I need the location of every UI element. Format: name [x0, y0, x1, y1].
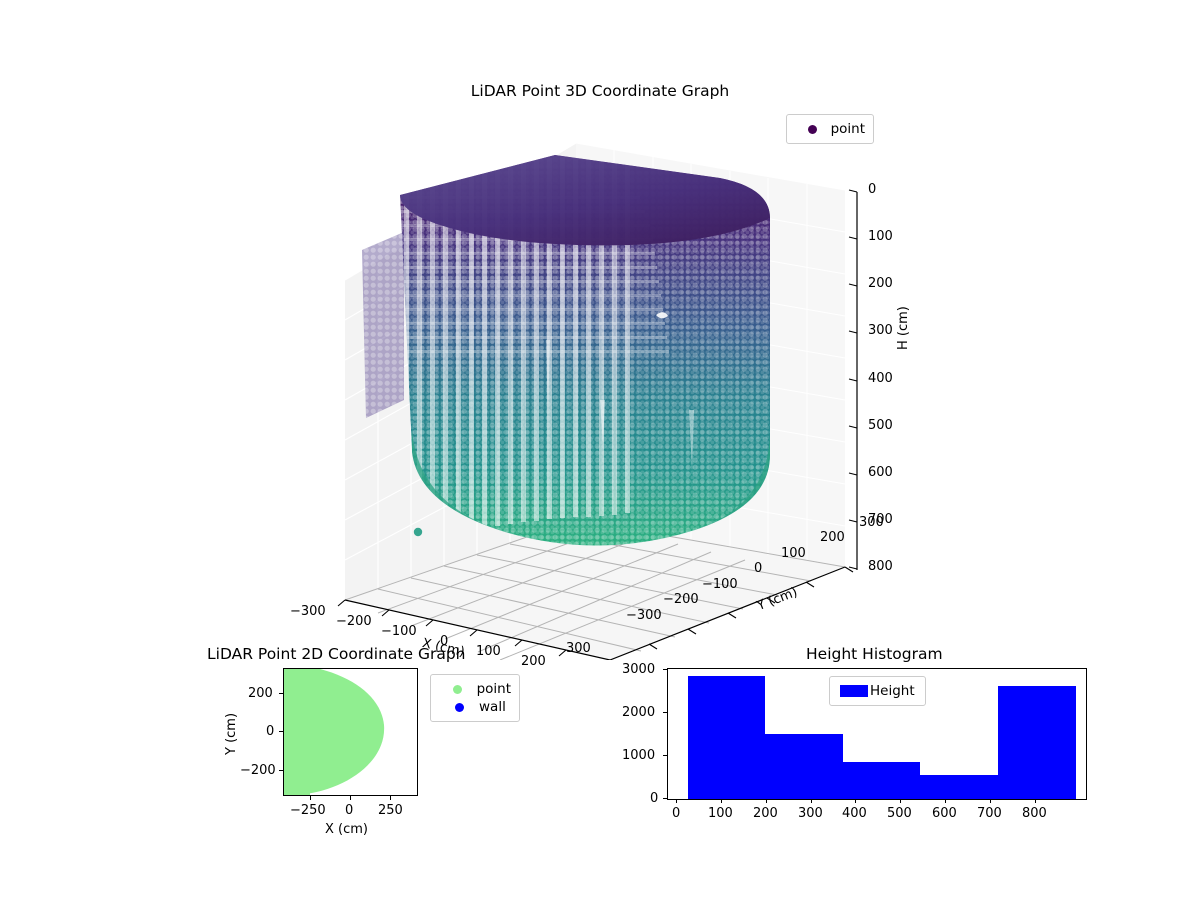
plot3d-ztick-label: 0	[868, 182, 877, 197]
tick	[279, 693, 283, 694]
plot3d-floor-grid	[344, 519, 846, 660]
histogram-bar	[765, 734, 843, 799]
legend-entry-point: point	[795, 120, 865, 138]
plot2d-axes	[283, 668, 418, 796]
histogram-xtick-label: 500	[887, 806, 912, 821]
plot2d-xtick-label: 0	[345, 803, 354, 818]
histogram-bar	[920, 774, 998, 799]
tick	[663, 755, 667, 756]
plot3d-ztick-label: 500	[868, 418, 893, 433]
plot3d-ytick-label: −100	[702, 577, 738, 592]
plot2d-ytick-label: 200	[248, 686, 273, 701]
histogram-ytick-label: 2000	[622, 705, 656, 720]
histogram-legend[interactable]: Height	[829, 676, 926, 706]
plot3d-ytick-label: −200	[663, 592, 699, 607]
tick	[663, 669, 667, 670]
plot3d-ztick-label: 100	[868, 229, 893, 244]
tick	[811, 799, 812, 803]
plot2d-yaxis-label: Y (cm)	[224, 712, 239, 755]
plot2d-xtick-label: −250	[290, 803, 326, 818]
plot3d-ytick-label: 0	[754, 561, 763, 576]
plot3d-xtick-label: −100	[381, 624, 417, 639]
plot3d-ytick-label: 300	[859, 515, 884, 530]
point-marker-icon	[795, 124, 831, 134]
plot2d-xtick-label: 250	[378, 803, 403, 818]
plot3d-ztick-label: 800	[868, 559, 893, 574]
histogram-xtick-label: 0	[672, 806, 681, 821]
histogram-xtick-label: 600	[932, 806, 957, 821]
plot3d-xtick-label: −300	[290, 604, 326, 619]
plot3d-xtick-label: −200	[336, 614, 372, 629]
plot3d-legend[interactable]: point	[786, 114, 874, 144]
plot2d-xaxis-label: X (cm)	[325, 822, 368, 837]
tick	[855, 799, 856, 803]
tick	[663, 712, 667, 713]
histogram-xtick-label: 800	[1022, 806, 1047, 821]
point-marker-icon	[439, 684, 477, 694]
plot3d-zaxis-label: H (cm)	[896, 306, 911, 350]
plot2d-ytick-label: −200	[240, 763, 276, 778]
plot3d-ticks	[337, 189, 858, 660]
plot3d-ztick-label: 700	[868, 512, 893, 527]
plot3d-ztick-label: 600	[868, 465, 893, 480]
histogram-ytick-label: 3000	[622, 662, 656, 677]
histogram-bar	[843, 761, 920, 799]
legend-label: wall	[479, 699, 506, 715]
histogram-xtick-label: 300	[798, 806, 823, 821]
tick	[310, 796, 311, 800]
histogram-ytick-label: 0	[650, 791, 659, 806]
tick	[279, 731, 283, 732]
tick	[676, 799, 677, 803]
plot2d-points-point	[284, 669, 385, 795]
plot3d-xtick-label: 100	[476, 644, 501, 659]
plot2d-canvas	[284, 669, 385, 795]
plot3d-ytick-label: 200	[820, 530, 845, 545]
tick	[766, 799, 767, 803]
tick	[945, 799, 946, 803]
tick	[663, 798, 667, 799]
wall-marker-icon	[439, 702, 479, 712]
plot3d-ztick-label: 400	[868, 371, 893, 386]
histogram-title: Height Histogram	[806, 645, 943, 663]
legend-label: point	[476, 681, 511, 697]
tick	[721, 799, 722, 803]
legend-label: Height	[870, 683, 915, 699]
plot3d-canvas	[337, 142, 858, 660]
height-swatch-icon	[838, 685, 870, 697]
histogram-xtick-label: 700	[977, 806, 1002, 821]
legend-label: point	[830, 121, 865, 137]
plot3d-ztick-label: 300	[868, 323, 893, 338]
histogram-ytick-label: 1000	[622, 748, 656, 763]
plot3d-xtick-label: 0	[440, 634, 449, 649]
tick	[990, 799, 991, 803]
histogram-xtick-label: 100	[708, 806, 733, 821]
histogram-bar	[688, 676, 765, 799]
tick	[900, 799, 901, 803]
plot2d-legend[interactable]: point wall	[430, 674, 520, 722]
plot3d-xtick-label: 300	[566, 641, 591, 656]
tick	[350, 796, 351, 800]
plot2d-ytick-label: 0	[266, 724, 275, 739]
legend-entry-point: point	[439, 680, 511, 698]
plot3d-xtick-label: 200	[521, 654, 546, 669]
histogram-bar	[998, 686, 1076, 799]
plot3d-title: LiDAR Point 3D Coordinate Graph	[470, 82, 730, 100]
tick	[279, 770, 283, 771]
plot3d-axes: −300 −200 −100 0 100 200 300 −300 −200 −…	[290, 100, 920, 669]
plot3d-pointcloud-point	[362, 155, 770, 546]
plot3d-ytick-label: −300	[626, 608, 662, 623]
histogram-xtick-label: 200	[753, 806, 778, 821]
plot3d-ytick-label: 100	[781, 546, 806, 561]
plot2d-title: LiDAR Point 2D Coordinate Graph	[207, 645, 466, 663]
plot3d-ztick-label: 200	[868, 276, 893, 291]
histogram-xtick-label: 400	[842, 806, 867, 821]
tick	[390, 796, 391, 800]
legend-entry-height: Height	[838, 682, 917, 700]
tick	[1035, 799, 1036, 803]
legend-entry-wall: wall	[439, 698, 511, 716]
